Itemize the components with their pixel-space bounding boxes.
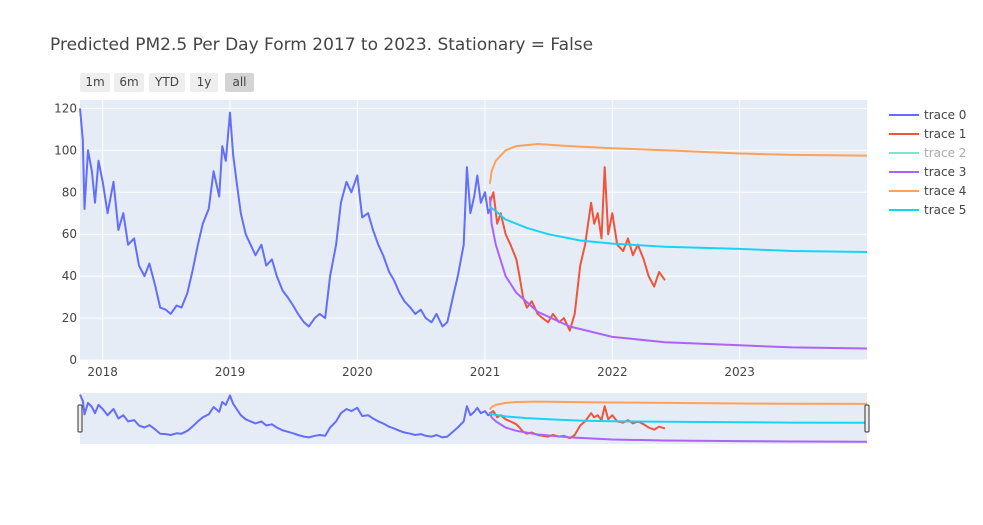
- x-tick-label: 2021: [470, 365, 501, 379]
- series-line-4: [488, 143, 868, 185]
- range-slider-handles[interactable]: [77, 404, 870, 433]
- slider-series-line-4: [489, 400, 868, 411]
- legend-item-2[interactable]: trace 2: [889, 146, 966, 160]
- slider-series-line-1: [489, 405, 666, 440]
- range-button-1y[interactable]: 1y: [190, 73, 218, 92]
- y-tick-label: 80: [62, 185, 77, 199]
- range-button-all[interactable]: all: [225, 73, 254, 92]
- y-tick-label: 100: [54, 143, 77, 157]
- legend-item-5[interactable]: trace 5: [889, 203, 966, 217]
- slider-handle-right[interactable]: [864, 404, 870, 433]
- legend[interactable]: trace 0 trace 1 trace 2 trace 3 trace 4 trace…: [889, 108, 966, 217]
- legend-label: trace 4: [924, 184, 966, 198]
- y-tick-label: 40: [62, 269, 77, 283]
- plot-area[interactable]: [80, 100, 867, 360]
- legend-item-0[interactable]: trace 0: [889, 108, 966, 122]
- series-line-3: [488, 196, 868, 350]
- series-line-1: [488, 166, 666, 332]
- legend-item-3[interactable]: trace 3: [889, 165, 966, 179]
- legend-item-1[interactable]: trace 1: [889, 127, 966, 141]
- x-tick-label: 2022: [597, 365, 628, 379]
- x-tick-labels: 2018 2019 2020 2021 2022 2023: [87, 365, 755, 379]
- legend-label: trace 1: [924, 127, 966, 141]
- legend-label: trace 0: [924, 108, 966, 122]
- range-slider[interactable]: [80, 393, 867, 444]
- y-tick-label: 20: [62, 311, 77, 325]
- legend-item-4[interactable]: trace 4: [889, 184, 966, 198]
- range-button-1m[interactable]: 1m: [80, 73, 110, 92]
- x-tick-label: 2020: [342, 365, 373, 379]
- x-tick-label: 2018: [87, 365, 118, 379]
- legend-label: trace 3: [924, 165, 966, 179]
- legend-label: trace 5: [924, 203, 966, 217]
- y-tick-labels: 0 20 40 60 80 100 120: [54, 101, 77, 367]
- range-button-ytd[interactable]: YTD: [149, 73, 185, 92]
- y-tick-label: 0: [69, 353, 77, 367]
- range-button-6m[interactable]: 6m: [114, 73, 144, 92]
- y-tick-label: 60: [62, 227, 77, 241]
- series-line-5: [489, 206, 868, 253]
- chart-title: Predicted PM2.5 Per Day Form 2017 to 202…: [50, 35, 593, 55]
- series-layer: [79, 108, 868, 350]
- x-tick-label: 2023: [724, 365, 755, 379]
- range-slider-series: [79, 394, 868, 443]
- slider-series-line-0: [79, 394, 491, 439]
- slider-series-line-5: [489, 413, 868, 424]
- x-grid: [102, 100, 741, 360]
- slider-handle-left[interactable]: [77, 404, 83, 433]
- slider-series-line-3: [488, 411, 868, 443]
- x-tick-label: 2019: [215, 365, 246, 379]
- legend-label: trace 2: [924, 146, 966, 160]
- y-tick-label: 120: [54, 101, 77, 115]
- series-line-0: [79, 108, 491, 328]
